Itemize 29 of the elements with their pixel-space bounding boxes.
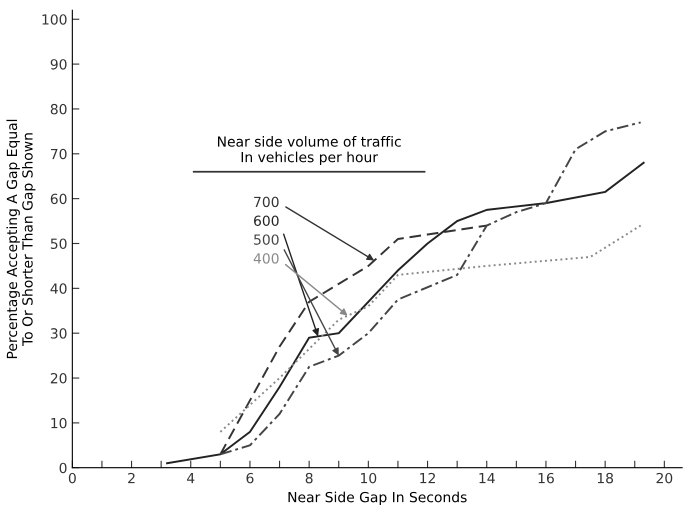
y-tick-label: 100 bbox=[42, 14, 67, 25]
y-tick-label: 20 bbox=[50, 373, 67, 384]
x-tick-label: 10 bbox=[361, 472, 376, 484]
x-tick-label: 0 bbox=[68, 472, 76, 484]
x-tick-label: 6 bbox=[246, 472, 254, 484]
x-tick-label: 4 bbox=[187, 473, 194, 484]
y-tick-label: 70 bbox=[50, 148, 67, 160]
x-tick-label: 16 bbox=[538, 472, 554, 484]
y-tick-label: 0 bbox=[60, 462, 67, 474]
text: 500 bbox=[254, 234, 279, 245]
y-tick-label: 30 bbox=[50, 328, 67, 339]
y-axis-title: Percentage Accepting A Gap Equal To Or Shorter Than Gap Shown bbox=[6, 120, 36, 358]
x-tick-label: 8 bbox=[306, 472, 313, 484]
y-tick-label: 90 bbox=[50, 59, 67, 70]
text: 700 bbox=[254, 196, 279, 208]
x-tick-label: 20 bbox=[656, 472, 672, 484]
y-tick-label: 10 bbox=[51, 418, 67, 428]
text: 400 bbox=[254, 253, 279, 264]
x-tick-label: 12 bbox=[420, 472, 435, 484]
x-axis-title: Near Side Gap In Seconds bbox=[288, 492, 467, 506]
y-tick-label: 50 bbox=[50, 238, 67, 249]
x-tick-label: 18 bbox=[598, 472, 614, 484]
x-tick-label: 2 bbox=[128, 472, 135, 484]
y-tick-label: 80 bbox=[50, 104, 67, 114]
x-tick-label: 14 bbox=[479, 473, 495, 484]
y-tick-label: 40 bbox=[50, 283, 67, 294]
text: 600 bbox=[254, 215, 279, 226]
legend-title: Near side volume of traffic In vehicles per hour bbox=[218, 136, 401, 166]
y-tick-label: 60 bbox=[50, 194, 67, 204]
